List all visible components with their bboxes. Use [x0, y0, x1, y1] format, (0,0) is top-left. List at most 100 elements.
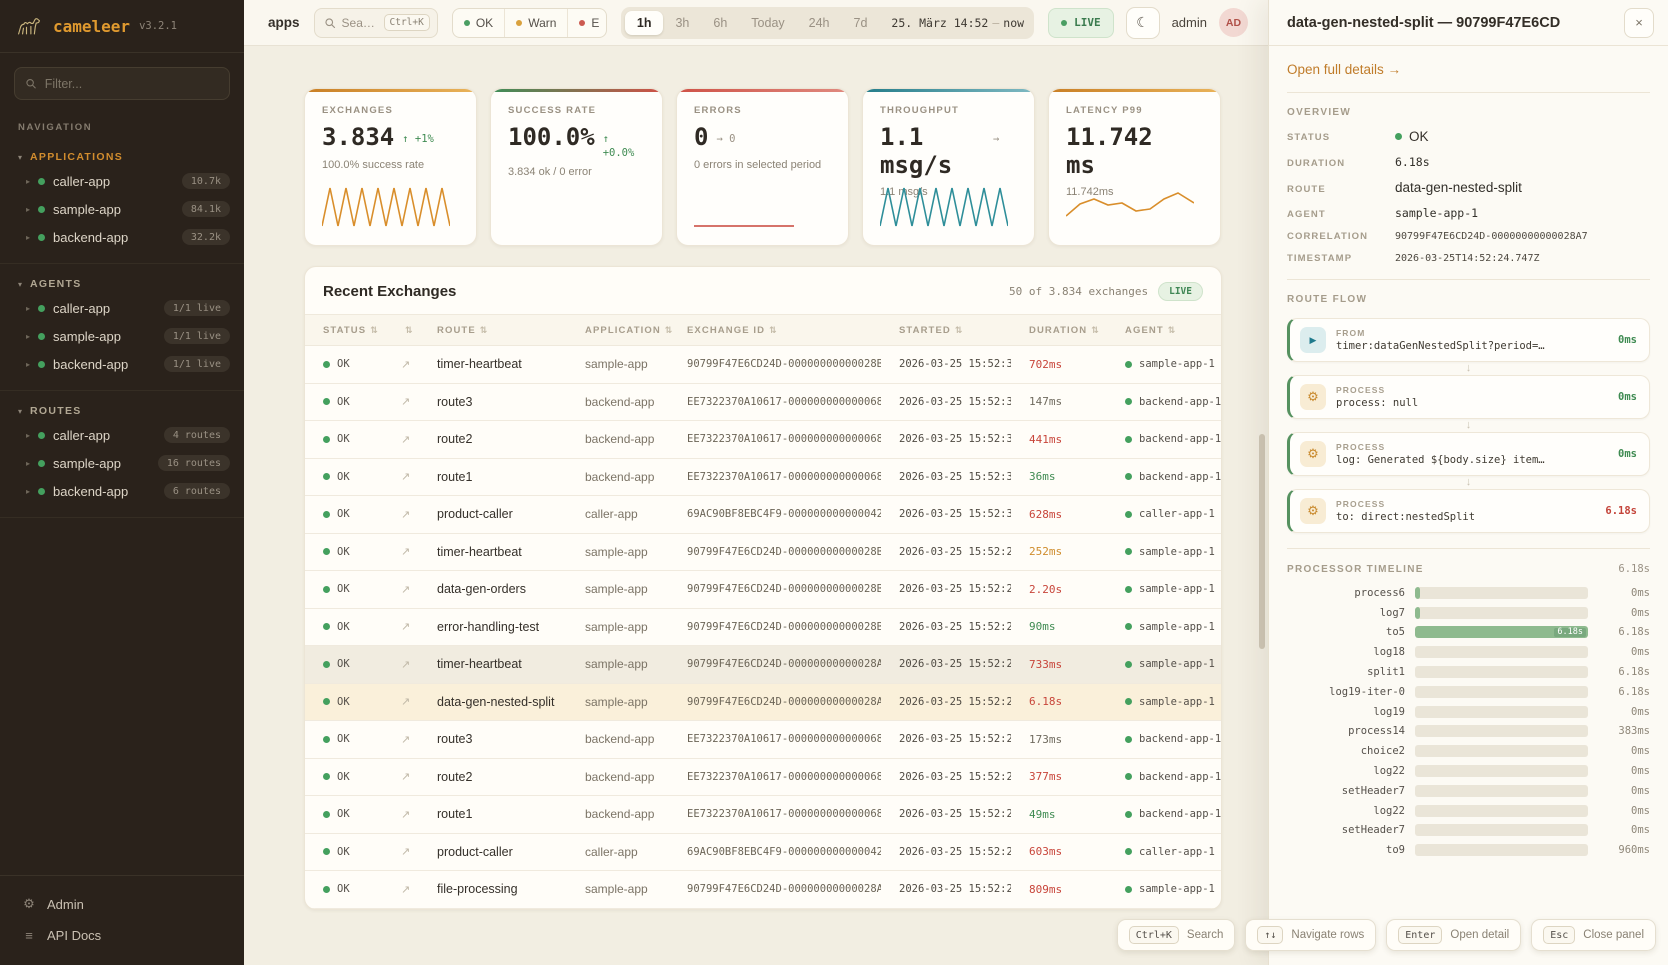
- agent-label: sample-app-1: [1139, 620, 1215, 633]
- metric-value: 11.742 ms: [1066, 123, 1153, 179]
- open-exchange-icon[interactable]: ↗: [401, 358, 411, 371]
- table-row[interactable]: OK ↗ timer-heartbeat sample-app 90799F47E6CD…: [305, 346, 1221, 384]
- column-header-status[interactable]: STATUS ⇅: [305, 325, 383, 336]
- filter-input[interactable]: [44, 76, 219, 91]
- nav-group-header[interactable]: ▾ ROUTES: [0, 401, 244, 421]
- started-cell: 2026-03-25 15:52:23: [899, 770, 1011, 783]
- sort-icon: ⇅: [370, 324, 379, 335]
- status-dot: [38, 304, 46, 312]
- status-label: OK: [337, 620, 350, 633]
- metric-card-latency-p99[interactable]: LATENCY P99 11.742 ms 11.742ms: [1048, 88, 1221, 246]
- open-exchange-icon[interactable]: ↗: [401, 396, 411, 409]
- status-filter-ok[interactable]: OK: [453, 8, 506, 37]
- flow-step-2[interactable]: ⚙ PROCESS log: Generated ${body.size} item…: [1287, 432, 1650, 476]
- overview-value: 6.18s: [1395, 155, 1430, 169]
- route-cell: timer-heartbeat: [437, 544, 522, 559]
- range-1h[interactable]: 1h: [624, 10, 664, 35]
- status-label: OK: [337, 695, 350, 708]
- table-row[interactable]: OK ↗ route2 backend-app EE7322370A10617-0000…: [305, 421, 1221, 459]
- table-row[interactable]: OK ↗ route1 backend-app EE7322370A10617-0000…: [305, 459, 1221, 496]
- open-exchange-icon[interactable]: ↗: [401, 583, 411, 596]
- open-exchange-icon[interactable]: ↗: [401, 696, 411, 709]
- metric-card-errors[interactable]: ERRORS 0 → 0 0 errors in selected period: [676, 88, 849, 246]
- live-toggle[interactable]: LIVE: [1048, 7, 1114, 38]
- table-row[interactable]: OK ↗ timer-heartbeat sample-app 90799F47E6CD…: [305, 646, 1221, 684]
- table-row[interactable]: OK ↗ route1 backend-app EE7322370A10617-0000…: [305, 796, 1221, 834]
- sidebar-item-sample-app[interactable]: ▸ sample-app 84.1k: [0, 195, 244, 223]
- column-header-duration[interactable]: DURATION ⇅: [1011, 325, 1107, 336]
- range-today[interactable]: Today: [751, 15, 785, 30]
- table-row[interactable]: OK ↗ route2 backend-app EE7322370A10617-0000…: [305, 759, 1221, 796]
- nav-group-header[interactable]: ▾ APPLICATIONS: [0, 147, 244, 167]
- table-row[interactable]: OK ↗ file-processing sample-app 90799F47E6CD…: [305, 871, 1221, 909]
- sidebar-item-caller-app[interactable]: ▸ caller-app 10.7k: [0, 167, 244, 195]
- date-range-display[interactable]: 25. März 14:52— now: [879, 16, 1030, 30]
- flow-step-3[interactable]: ⚙ PROCESS to: direct:nestedSplit 6.18s: [1287, 489, 1650, 533]
- open-exchange-icon[interactable]: ↗: [401, 546, 411, 559]
- nav-group-title: APPLICATIONS: [30, 151, 124, 163]
- exchange-id-cell: 90799F47E6CD24D-00000000000028A6: [687, 883, 881, 896]
- status-filter-e[interactable]: E: [568, 9, 605, 37]
- footer-item-admin[interactable]: ⚙ Admin: [0, 888, 244, 920]
- table-row[interactable]: OK ↗ error-handling-test sample-app 90799F47…: [305, 609, 1221, 646]
- table-row[interactable]: OK ↗ data-gen-orders sample-app 90799F47E6CD…: [305, 571, 1221, 609]
- open-exchange-icon[interactable]: ↗: [401, 771, 411, 784]
- main-scrollbar-thumb[interactable]: [1259, 434, 1265, 649]
- open-exchange-icon[interactable]: ↗: [401, 846, 411, 859]
- avatar[interactable]: AD: [1219, 8, 1248, 37]
- dark-mode-toggle[interactable]: ☾: [1125, 6, 1160, 39]
- column-header-application[interactable]: APPLICATION ⇅: [567, 325, 672, 336]
- sidebar-item-caller-app[interactable]: ▸ caller-app 1/1 live: [0, 294, 244, 322]
- status-filter-warn[interactable]: Warn: [505, 8, 569, 37]
- flow-step-0[interactable]: ▶ FROM timer:dataGenNestedSplit?period=180…: [1287, 318, 1650, 362]
- route-cell: route3: [437, 732, 473, 747]
- table-row[interactable]: OK ↗ route3 backend-app EE7322370A10617-0000…: [305, 721, 1221, 759]
- open-full-details-link[interactable]: Open full details →: [1287, 62, 1402, 77]
- metric-card-throughput[interactable]: THROUGHPUT 1.1 msg/s → 1.1 msg/s: [862, 88, 1035, 246]
- range-3h[interactable]: 3h: [675, 15, 690, 30]
- timeline-processor-name: to5: [1386, 626, 1405, 639]
- sidebar-item-backend-app[interactable]: ▸ backend-app 1/1 live: [0, 350, 244, 378]
- column-header-started[interactable]: STARTED ⇅: [881, 325, 1011, 336]
- close-panel-button[interactable]: ×: [1624, 7, 1654, 38]
- sidebar-item-label: backend-app: [53, 229, 129, 245]
- sidebar-item-backend-app[interactable]: ▸ backend-app 6 routes: [0, 477, 244, 505]
- global-search[interactable]: Ctrl+K: [313, 7, 438, 38]
- open-exchange-icon[interactable]: ↗: [401, 658, 411, 671]
- sidebar-item-sample-app[interactable]: ▸ sample-app 16 routes: [0, 449, 244, 477]
- column-header-agent[interactable]: AGENT ⇅: [1107, 325, 1221, 336]
- open-exchange-icon[interactable]: ↗: [401, 471, 411, 484]
- gear-icon: ⚙: [1300, 498, 1326, 524]
- open-exchange-icon[interactable]: ↗: [401, 733, 411, 746]
- table-row[interactable]: OK ↗ route3 backend-app EE7322370A10617-0000…: [305, 384, 1221, 421]
- open-exchange-icon[interactable]: ↗: [401, 508, 411, 521]
- open-exchange-icon[interactable]: ↗: [401, 808, 411, 821]
- sidebar-item-caller-app[interactable]: ▸ caller-app 4 routes: [0, 421, 244, 449]
- metric-card-success-rate[interactable]: SUCCESS RATE 100.0% ↑ +0.0% 3.834 ok / 0 err…: [490, 88, 663, 246]
- range-24h[interactable]: 24h: [808, 15, 830, 30]
- table-row[interactable]: OK ↗ timer-heartbeat sample-app 90799F47E6CD…: [305, 534, 1221, 571]
- sidebar-item-backend-app[interactable]: ▸ backend-app 32.2k: [0, 223, 244, 251]
- timeline-row: choice2 0ms: [1287, 741, 1650, 761]
- column-header-route[interactable]: ROUTE ⇅: [419, 325, 567, 336]
- table-row[interactable]: OK ↗ product-caller caller-app 69AC90BF8EBC4…: [305, 834, 1221, 871]
- metric-card-exchanges[interactable]: EXCHANGES 3.834 ↑ +1% 100.0% success rate: [304, 88, 477, 246]
- nav-group-header[interactable]: ▾ AGENTS: [0, 274, 244, 294]
- sidebar-item-sample-app[interactable]: ▸ sample-app 1/1 live: [0, 322, 244, 350]
- exchange-id-cell: 69AC90BF8EBC4F9-000000000000042B: [687, 508, 881, 521]
- sidebar-filter[interactable]: [14, 67, 230, 100]
- table-row[interactable]: OK ↗ product-caller caller-app 69AC90BF8EBC4…: [305, 496, 1221, 534]
- column-header-expand[interactable]: ⇅: [383, 325, 419, 336]
- search-input[interactable]: [341, 15, 378, 30]
- range-7d[interactable]: 7d: [853, 15, 868, 30]
- open-exchange-icon[interactable]: ↗: [401, 433, 411, 446]
- open-exchange-icon[interactable]: ↗: [401, 883, 411, 896]
- timeline-row: log19-iter-0 6.18s: [1287, 682, 1650, 702]
- flow-step-1[interactable]: ⚙ PROCESS process: null 0ms: [1287, 375, 1650, 419]
- arrow-down-icon: ↓: [1465, 362, 1472, 374]
- range-6h[interactable]: 6h: [713, 15, 728, 30]
- footer-item-api-docs[interactable]: ≡ API Docs: [0, 920, 244, 951]
- table-row[interactable]: OK ↗ data-gen-nested-split sample-app 90799F…: [305, 683, 1221, 721]
- open-exchange-icon[interactable]: ↗: [401, 621, 411, 634]
- column-header-exchange-id[interactable]: EXCHANGE ID ⇅: [669, 325, 881, 336]
